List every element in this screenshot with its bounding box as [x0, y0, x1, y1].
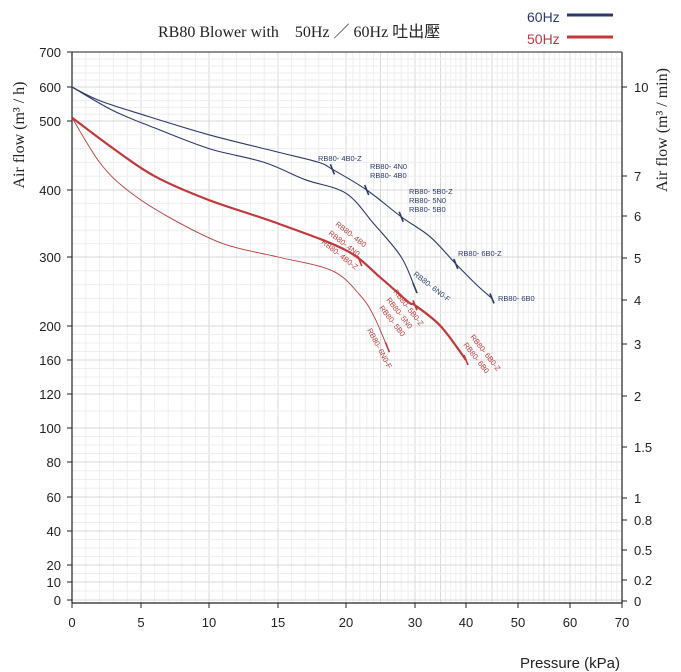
chart-title: RB80 Blower with 50Hz ／ 60Hz 吐出壓 [158, 23, 440, 41]
y-tick-label: 20 [47, 558, 61, 573]
y-tick-label: 80 [47, 455, 61, 470]
y2-tick-label: 0.8 [634, 513, 652, 528]
x-tick-label: 10 [202, 615, 216, 630]
y-tick-label: 300 [39, 250, 61, 265]
y2-tick-label: 10 [634, 80, 648, 95]
axes [71, 51, 623, 604]
series-line-50hz-2 [71, 116, 467, 361]
y-tick-label: 700 [39, 45, 61, 60]
curve-marker [363, 184, 370, 196]
curve-label: RB80- 4B0 [370, 171, 407, 180]
curve-label: RB80- 6N0-F [365, 327, 394, 371]
y2-tick-label: 4 [634, 293, 641, 308]
y-axis-label: Air flow (m³ / h) [11, 82, 28, 189]
legend: 60Hz 50Hz [527, 9, 613, 47]
grid [72, 51, 622, 603]
y2-tick-label: 7 [634, 169, 641, 184]
curve-marker [329, 164, 336, 175]
y2-tick-label: 3 [634, 337, 641, 352]
legend-label-60hz: 60Hz [527, 9, 560, 25]
curve-marker [357, 255, 363, 267]
x-tick-label: 40 [459, 615, 473, 630]
y2-tick-label: 2 [634, 389, 641, 404]
y-tick-label: 60 [47, 490, 61, 505]
curve-marker [453, 258, 459, 270]
y-tick-label: 600 [39, 80, 61, 95]
curve-label: RB80- 6B0 [498, 294, 535, 303]
curve-marker [489, 293, 495, 304]
curve-marker [412, 300, 418, 311]
y-tick-label: 500 [39, 114, 61, 129]
x-tick-label: 50 [511, 615, 525, 630]
x-tick-label: 20 [339, 615, 353, 630]
y-tick-label: 200 [39, 319, 61, 334]
x-tick-label: 5 [137, 615, 144, 630]
tick-labels: 0 5 10 15 20 30 40 50 60 700102040608010012016020… [39, 45, 652, 630]
curve-marker [398, 211, 404, 223]
curve-label: RB80- 5N0 [409, 196, 446, 205]
y-tick-label: 120 [39, 387, 61, 402]
y-tick-label: 160 [39, 353, 61, 368]
curve-label: RB80- 5B0 [409, 205, 446, 214]
series-line-60hz-1 [71, 86, 416, 289]
curve-label: RB80- 4B0-Z [318, 154, 362, 163]
curve-marker [384, 341, 391, 353]
y-tick-label: 400 [39, 183, 61, 198]
y-tick-label: 10 [47, 575, 61, 590]
x-tick-label: 15 [271, 615, 285, 630]
x-tick-label: 0 [68, 615, 75, 630]
legend-label-50hz: 50Hz [527, 31, 560, 47]
y2-tick-label: 1.5 [634, 440, 652, 455]
y-tick-label: 100 [39, 421, 61, 436]
y2-tick-label: 6 [634, 209, 641, 224]
x-axis-label: Pressure (kPa) [520, 655, 620, 672]
y2-tick-label: 5 [634, 251, 641, 266]
curve-marker [412, 282, 418, 294]
y2-tick-label: 0 [634, 594, 641, 609]
curve-marker [463, 354, 469, 366]
y2-tick-label: 0.2 [634, 573, 652, 588]
y2-tick-label: 1 [634, 491, 641, 506]
series-line-50hz-3 [71, 117, 388, 348]
y2-axis-label: Air flow (m³ / min) [654, 68, 671, 192]
x-tick-label: 70 [615, 615, 629, 630]
x-tick-label: 30 [408, 615, 422, 630]
curve-label: RB80- 4N0 [370, 162, 407, 171]
y-tick-label: 0 [54, 593, 61, 608]
y-tick-label: 40 [47, 524, 61, 539]
y2-tick-label: 0.5 [634, 543, 652, 558]
x-tick-label: 60 [563, 615, 577, 630]
curve-label: RB80- 6B0-Z [458, 249, 502, 258]
curve-label: RB80- 5B0-Z [409, 187, 453, 196]
series [71, 86, 495, 366]
